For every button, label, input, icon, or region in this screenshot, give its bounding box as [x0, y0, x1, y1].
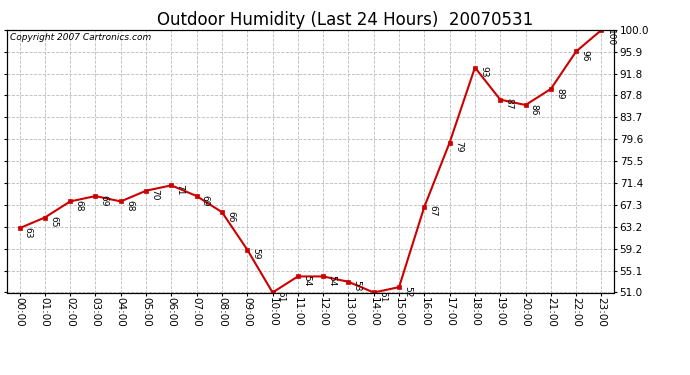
Text: 93: 93 — [479, 66, 488, 78]
Text: 87: 87 — [504, 98, 513, 110]
Text: 65: 65 — [49, 216, 58, 228]
Text: 68: 68 — [125, 200, 134, 211]
Text: 67: 67 — [428, 206, 437, 217]
Text: 51: 51 — [277, 291, 286, 303]
Text: 69: 69 — [99, 195, 108, 206]
Text: Outdoor Humidity (Last 24 Hours)  20070531: Outdoor Humidity (Last 24 Hours) 2007053… — [157, 11, 533, 29]
Text: 71: 71 — [175, 184, 184, 195]
Text: 59: 59 — [251, 248, 260, 260]
Text: Copyright 2007 Cartronics.com: Copyright 2007 Cartronics.com — [10, 33, 151, 42]
Text: 89: 89 — [555, 87, 564, 99]
Text: 70: 70 — [150, 189, 159, 201]
Text: 69: 69 — [201, 195, 210, 206]
Text: 53: 53 — [353, 280, 362, 292]
Text: 66: 66 — [226, 211, 235, 222]
Text: 86: 86 — [530, 104, 539, 115]
Text: 54: 54 — [327, 275, 336, 286]
Text: 52: 52 — [403, 286, 412, 297]
Text: 51: 51 — [378, 291, 387, 303]
Text: 100: 100 — [606, 28, 615, 46]
Text: 79: 79 — [454, 141, 463, 153]
Text: 54: 54 — [302, 275, 311, 286]
Text: 96: 96 — [580, 50, 589, 62]
Text: 68: 68 — [75, 200, 83, 211]
Text: 63: 63 — [23, 227, 32, 238]
